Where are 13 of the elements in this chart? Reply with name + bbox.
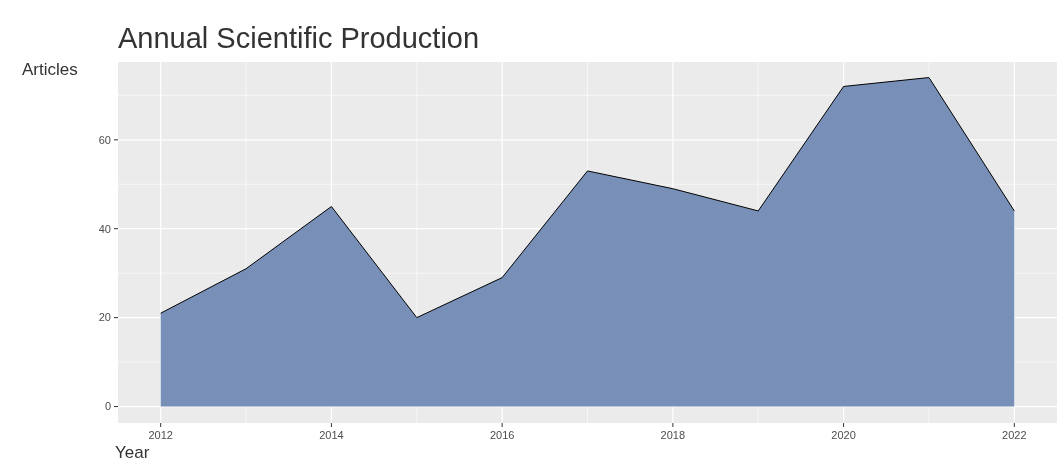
x-tick-label: 2012: [148, 429, 173, 441]
x-tick-label: 2018: [660, 429, 686, 441]
x-axis-title: Year: [115, 443, 150, 462]
x-tick-label: 2020: [831, 429, 856, 441]
x-tick-label: 2022: [1002, 429, 1027, 441]
y-axis-title: Articles: [22, 60, 78, 79]
x-tick-label: 2016: [489, 429, 515, 441]
y-tick-label: 0: [104, 400, 111, 413]
y-tick-label: 40: [98, 222, 111, 235]
chart-title: Annual Scientific Production: [118, 22, 480, 54]
y-tick-label: 20: [98, 311, 111, 324]
x-tick-label: 2014: [319, 429, 344, 441]
y-tick-label: 60: [98, 133, 111, 146]
